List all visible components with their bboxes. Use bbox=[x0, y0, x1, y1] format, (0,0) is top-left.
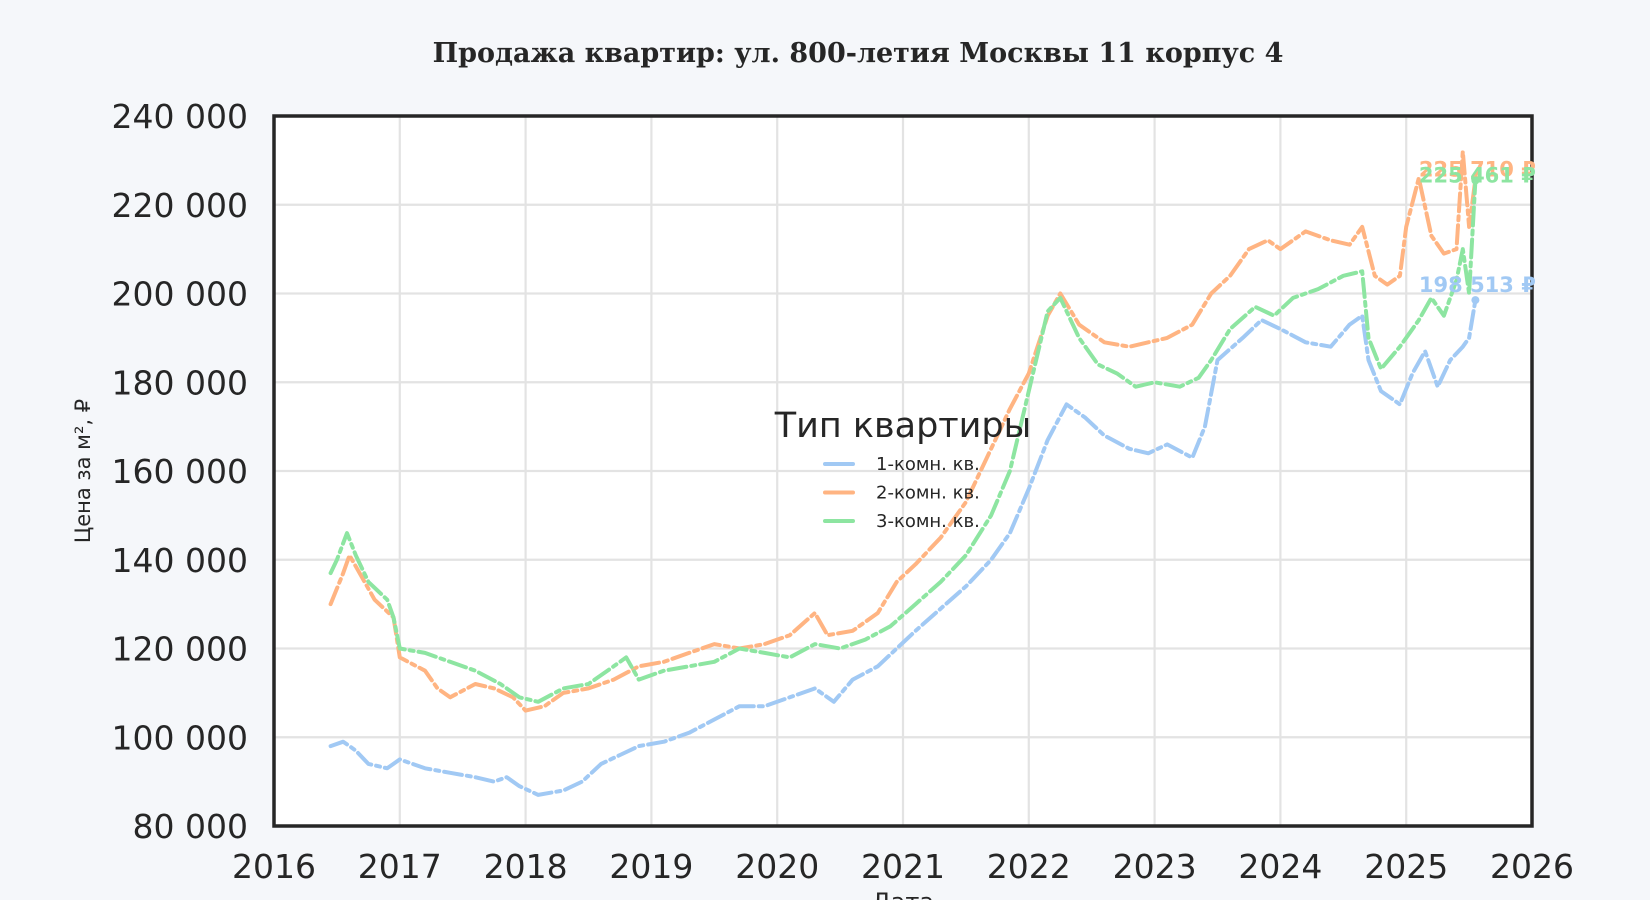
legend-label: 3-комн. кв. bbox=[876, 511, 980, 532]
legend: Тип квартиры 1-комн. кв. 2-комн. кв. 3-ком… bbox=[774, 406, 1032, 532]
plot-frame bbox=[272, 114, 1534, 828]
x-tick-label: 2017 bbox=[358, 847, 442, 886]
x-tick-label: 2021 bbox=[861, 847, 945, 886]
x-tick-label: 2023 bbox=[1113, 847, 1197, 886]
series-line-1 bbox=[328, 298, 1478, 797]
series-line-2 bbox=[328, 149, 1478, 713]
series-lines bbox=[328, 149, 1480, 797]
legend-items: 1-комн. кв. 2-комн. кв. 3-комн. кв. bbox=[823, 454, 980, 532]
y-tick-label: 220 000 bbox=[112, 186, 248, 225]
series-line-3 bbox=[328, 178, 1478, 704]
series-end-label: 198 513 ₽ bbox=[1419, 273, 1536, 297]
y-axis-label: Цена за м², ₽ bbox=[71, 399, 95, 543]
x-tick-label: 2016 bbox=[232, 847, 316, 886]
x-tick-label: 2024 bbox=[1238, 847, 1322, 886]
x-tick-label: 2018 bbox=[484, 847, 568, 886]
x-tick-label: 2020 bbox=[735, 847, 819, 886]
x-tick-label: 2025 bbox=[1364, 847, 1448, 886]
series-end-label: 225 461 ₽ bbox=[1419, 164, 1536, 188]
end-labels: 198 513 ₽ 225 710 ₽225 461 ₽ bbox=[1419, 157, 1536, 297]
x-tick-label: 2022 bbox=[987, 847, 1071, 886]
chart-title: Продажа квартир: ул. 800-летия Москвы 11… bbox=[433, 38, 1284, 69]
x-tick-label: 2019 bbox=[609, 847, 693, 886]
axis-ticks: 2016 2017 2018 2019 2020 2021 2022 2023 2024 2025… bbox=[112, 97, 1574, 886]
y-tick-label: 140 000 bbox=[112, 541, 248, 580]
legend-label: 2-комн. кв. bbox=[876, 483, 980, 504]
x-tick-label: 2026 bbox=[1490, 847, 1574, 886]
y-tick-label: 200 000 bbox=[112, 275, 248, 314]
series-end-point bbox=[1471, 176, 1480, 185]
y-tick-label: 180 000 bbox=[112, 363, 248, 402]
series-end-label: 225 710 ₽ bbox=[1419, 157, 1536, 181]
y-tick-label: 160 000 bbox=[112, 452, 248, 491]
x-axis-label: Дата bbox=[872, 888, 934, 900]
legend-label: 1-комн. кв. bbox=[876, 454, 980, 475]
y-tick-label: 100 000 bbox=[112, 718, 248, 757]
y-tick-label: 80 000 bbox=[133, 807, 248, 846]
series-end-point bbox=[1471, 296, 1480, 305]
y-tick-label: 120 000 bbox=[112, 630, 248, 669]
legend-title: Тип квартиры bbox=[774, 406, 1032, 446]
y-tick-label: 240 000 bbox=[112, 97, 248, 136]
